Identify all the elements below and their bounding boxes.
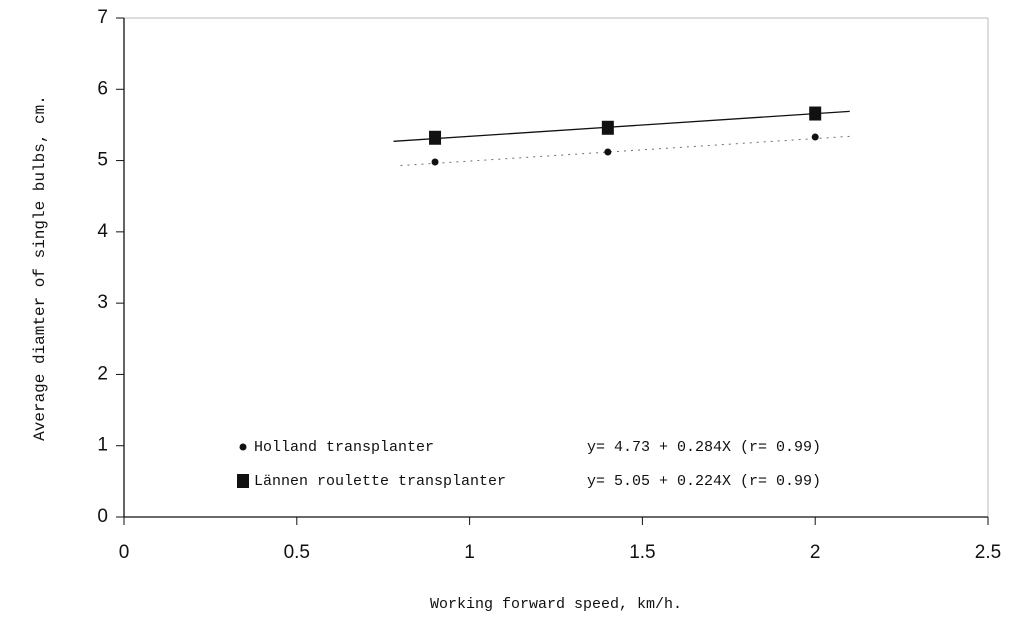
x-tick-label: 2 <box>810 542 821 563</box>
y-axis-label: Average diamter of single bulbs, cm. <box>31 95 49 441</box>
marker-circle <box>811 133 819 141</box>
marker-square <box>809 106 822 121</box>
marker-square <box>237 474 249 488</box>
x-tick-label: 1 <box>464 542 475 563</box>
y-tick-label: 2 <box>97 363 108 384</box>
x-tick-label: 0 <box>119 542 130 563</box>
y-tick-label: 5 <box>97 150 108 171</box>
y-tick-label: 0 <box>97 506 108 527</box>
marker-square <box>601 120 614 135</box>
marker-circle <box>239 443 247 451</box>
y-tick-label: 3 <box>97 292 108 313</box>
marker-square <box>429 130 442 145</box>
x-tick-label: 2.5 <box>975 542 1001 563</box>
x-tick-label: 1.5 <box>629 542 655 563</box>
fit-line <box>400 135 850 167</box>
legend-label: Holland transplanter <box>254 439 434 456</box>
fit-line <box>393 110 850 142</box>
marker-circle <box>604 148 612 156</box>
y-tick-label: 1 <box>97 435 108 456</box>
legend-label: Lännen roulette transplanter <box>254 473 506 490</box>
y-tick-label: 4 <box>97 221 108 242</box>
y-tick-label: 6 <box>97 78 108 99</box>
marker-circle <box>431 158 439 166</box>
y-tick-label: 7 <box>97 7 108 28</box>
legend-equation: y= 5.05 + 0.224X (r= 0.99) <box>587 473 821 490</box>
x-tick-label: 0.5 <box>284 542 310 563</box>
x-axis-label: Working forward speed, km/h. <box>430 596 682 613</box>
legend-equation: y= 4.73 + 0.284X (r= 0.99) <box>587 439 821 456</box>
